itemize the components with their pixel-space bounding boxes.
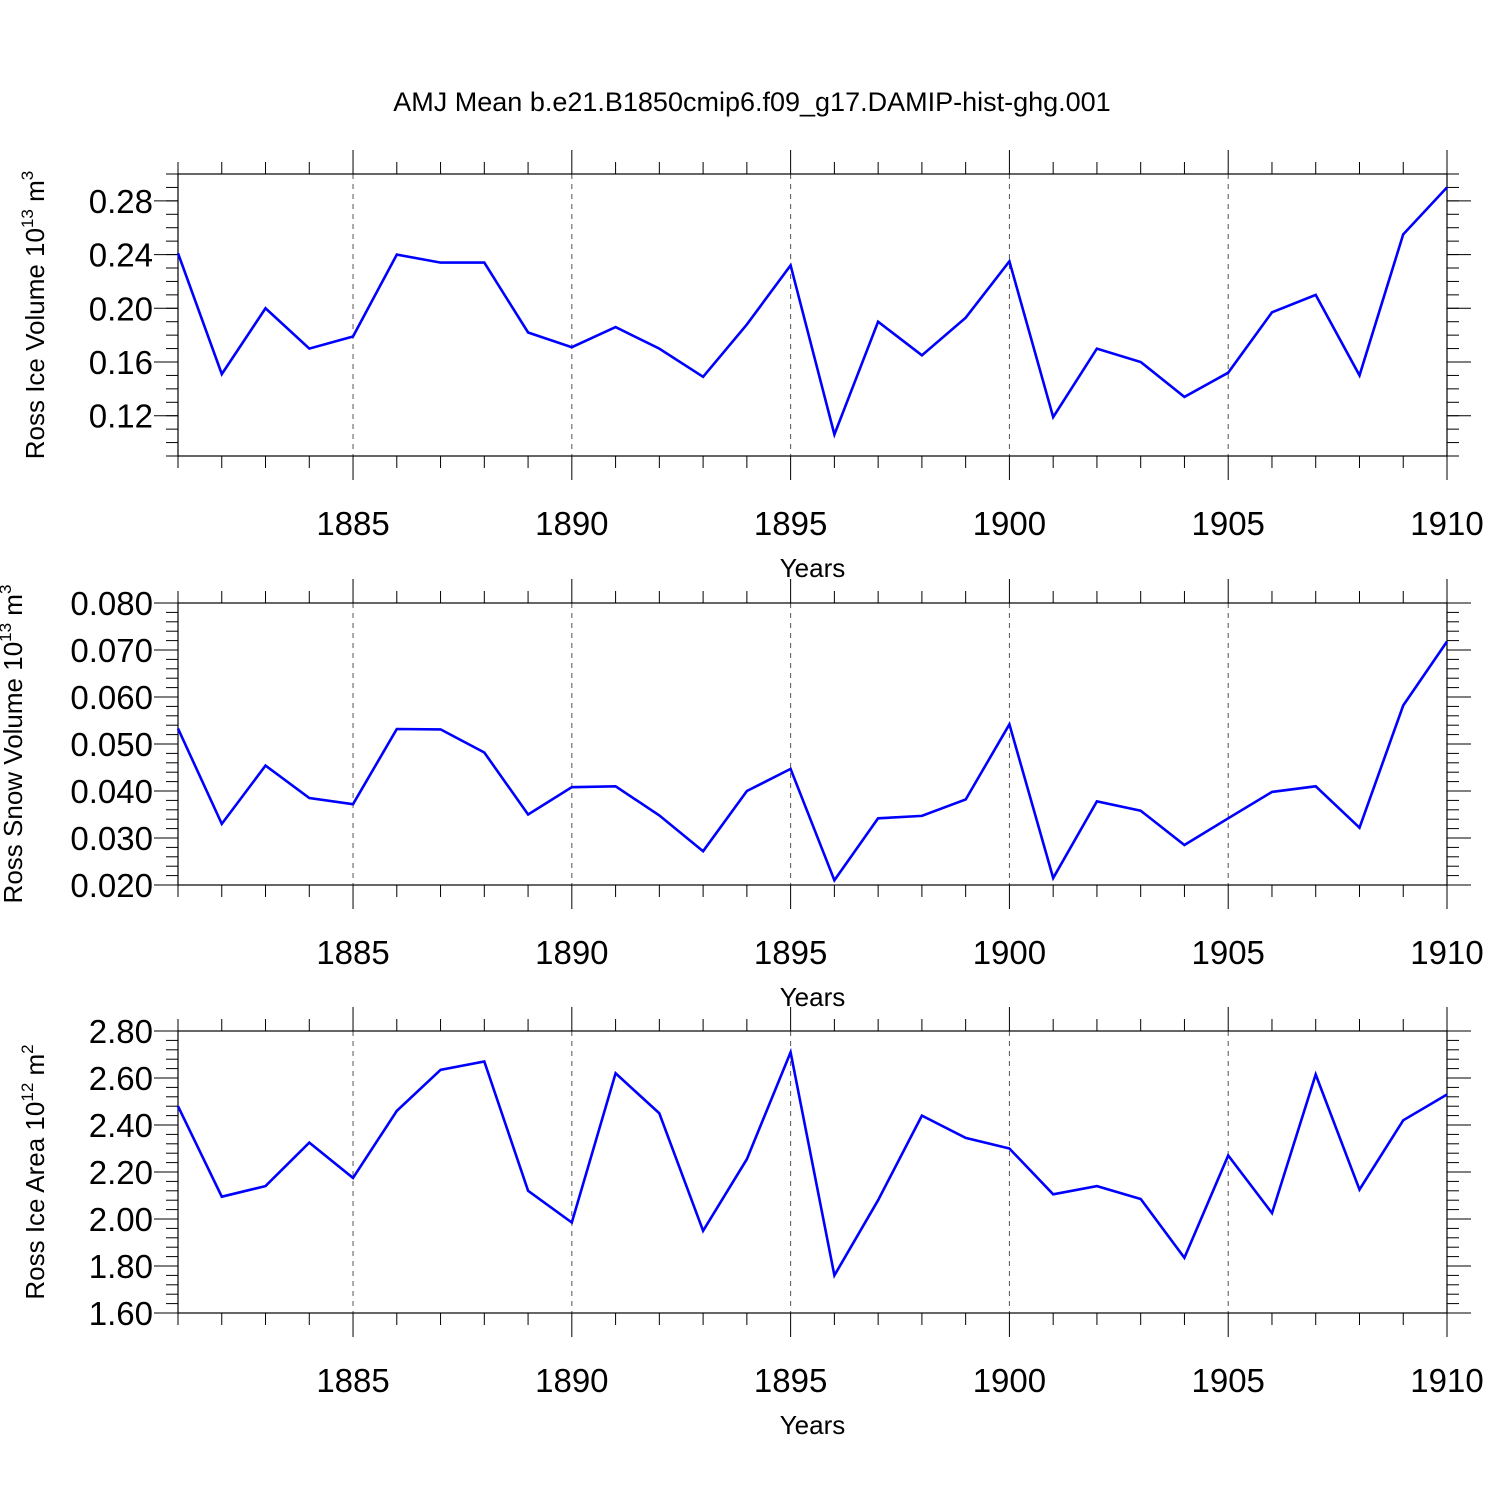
x-tick-label: 1885 bbox=[316, 505, 389, 542]
y-tick-label: 0.24 bbox=[89, 237, 153, 274]
x-tick-label: 1890 bbox=[535, 1362, 608, 1399]
y-tick-label: 1.60 bbox=[89, 1295, 153, 1332]
y-axis-label: Ross Ice Area 1012 m2 bbox=[18, 1044, 50, 1299]
series-line bbox=[176, 186, 1448, 439]
x-tick-label: 1905 bbox=[1191, 934, 1264, 971]
x-axis-label: Years bbox=[780, 553, 846, 583]
chart-panel-3: 1.60 1.80 2.00 2.20 2.40 2.60 2.80 1885 1890 1895… bbox=[18, 1007, 1484, 1440]
x-tick-label: 1905 bbox=[1191, 505, 1264, 542]
series-line bbox=[176, 1047, 1448, 1280]
y-tick-label: 2.60 bbox=[89, 1060, 153, 1097]
x-tick-label: 1900 bbox=[973, 1362, 1046, 1399]
y-tick-label: 0.12 bbox=[89, 398, 153, 435]
plot-frame bbox=[177, 173, 1448, 457]
x-tick-label: 1890 bbox=[535, 934, 608, 971]
x-tick-label: 1910 bbox=[1410, 505, 1483, 542]
x-tick-label: 1900 bbox=[973, 505, 1046, 542]
x-tick-label: 1905 bbox=[1191, 1362, 1264, 1399]
y-tick-label: 1.80 bbox=[89, 1248, 153, 1285]
y-tick-label: 0.050 bbox=[70, 726, 153, 763]
chart-panel-1: 0.12 0.16 0.20 0.24 0.28 1885 1890 1895 1900 1905… bbox=[18, 150, 1484, 583]
x-tick-label: 1885 bbox=[316, 1362, 389, 1399]
y-tick-label: 2.80 bbox=[89, 1013, 153, 1050]
y-tick-label: 0.080 bbox=[70, 585, 153, 622]
y-tick-label: 0.28 bbox=[89, 183, 153, 220]
x-tick-label: 1895 bbox=[754, 505, 827, 542]
x-axis-label: Years bbox=[780, 982, 846, 1012]
plot-frame bbox=[177, 1030, 1448, 1314]
x-tick-label: 1890 bbox=[535, 505, 608, 542]
y-tick-label: 0.020 bbox=[70, 867, 153, 904]
y-tick-label: 2.20 bbox=[89, 1154, 153, 1191]
x-axis-label: Years bbox=[780, 1410, 846, 1440]
y-tick-label: 0.20 bbox=[89, 290, 153, 327]
y-axis-label: Ross Snow Volume 1013 m3 bbox=[0, 585, 28, 904]
chart-panel-2: 0.020 0.030 0.040 0.050 0.060 0.070 0.080 1885 1… bbox=[0, 579, 1484, 1012]
panels: 0.12 0.16 0.20 0.24 0.28 1885 1890 1895 1900 1905… bbox=[0, 150, 1484, 1440]
y-axis-label: Ross Ice Volume 1013 m3 bbox=[18, 171, 50, 460]
y-tick-label: 2.40 bbox=[89, 1107, 153, 1144]
y-tick-label: 0.060 bbox=[70, 679, 153, 716]
y-tick-label: 2.00 bbox=[89, 1201, 153, 1238]
y-tick-label: 0.040 bbox=[70, 773, 153, 810]
y-tick-label: 0.070 bbox=[70, 632, 153, 669]
x-tick-label: 1900 bbox=[973, 934, 1046, 971]
plot-frame bbox=[177, 602, 1448, 886]
y-tick-label: 0.030 bbox=[70, 820, 153, 857]
x-tick-label: 1895 bbox=[754, 934, 827, 971]
x-tick-label: 1910 bbox=[1410, 1362, 1483, 1399]
chart-title: AMJ Mean b.e21.B1850cmip6.f09_g17.DAMIP-… bbox=[393, 87, 1110, 117]
y-tick-label: 0.16 bbox=[89, 344, 153, 381]
x-tick-label: 1910 bbox=[1410, 934, 1483, 971]
x-tick-label: 1885 bbox=[316, 934, 389, 971]
series-line bbox=[176, 640, 1449, 884]
x-tick-label: 1895 bbox=[754, 1362, 827, 1399]
